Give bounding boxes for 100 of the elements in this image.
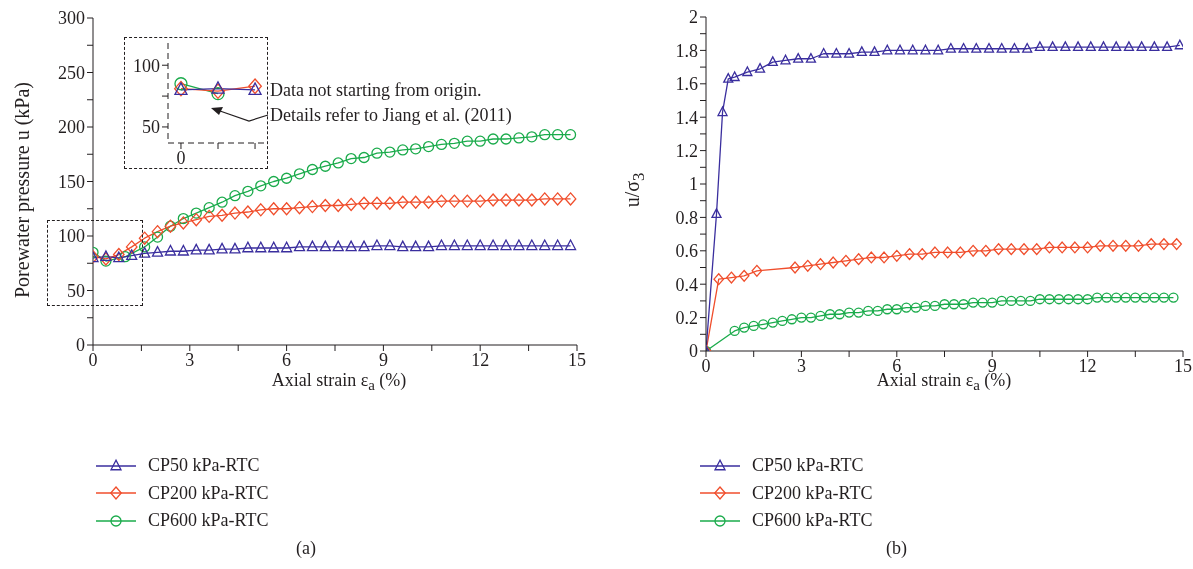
point bbox=[410, 143, 422, 155]
point bbox=[138, 241, 151, 253]
y-tick-label: 0.2 bbox=[675, 307, 698, 328]
text: (a) bbox=[295, 538, 317, 559]
point bbox=[777, 315, 788, 327]
x-tick-label: 15 bbox=[1174, 355, 1192, 376]
point bbox=[448, 137, 461, 149]
x-tick-label: 12 bbox=[1078, 355, 1097, 376]
point bbox=[802, 259, 814, 272]
point bbox=[280, 172, 293, 184]
point bbox=[840, 254, 852, 267]
point bbox=[500, 239, 512, 251]
point bbox=[853, 307, 864, 318]
point bbox=[564, 192, 577, 206]
point bbox=[268, 241, 280, 253]
point bbox=[384, 239, 396, 251]
point bbox=[1120, 292, 1131, 303]
x-axis-title: Axial strain ε$_{a}$ (%) bbox=[271, 369, 407, 395]
point bbox=[1072, 41, 1084, 52]
y-tick-label: 0.4 bbox=[675, 274, 698, 295]
point bbox=[474, 239, 486, 251]
point bbox=[513, 239, 525, 251]
point bbox=[125, 240, 138, 254]
point bbox=[190, 213, 203, 227]
point bbox=[1009, 42, 1020, 53]
point bbox=[216, 196, 228, 208]
point bbox=[255, 241, 267, 253]
point bbox=[332, 198, 345, 213]
legend-label: CP50 kPa-RTC bbox=[148, 455, 260, 477]
point bbox=[729, 71, 740, 82]
point bbox=[138, 247, 151, 258]
point bbox=[805, 52, 817, 63]
point bbox=[907, 44, 918, 55]
point bbox=[824, 309, 836, 320]
point bbox=[526, 131, 538, 143]
point bbox=[1091, 292, 1103, 303]
point bbox=[435, 138, 448, 151]
x-tick-label: 9 bbox=[378, 349, 388, 370]
legend-label: CP600 kPa-RTC bbox=[148, 510, 269, 532]
point bbox=[177, 244, 189, 256]
point bbox=[551, 128, 564, 141]
point bbox=[1158, 292, 1170, 303]
y-tick-label: 150 bbox=[58, 171, 85, 192]
point bbox=[1133, 239, 1144, 252]
point bbox=[1025, 295, 1036, 307]
y-tick-label: 2 bbox=[689, 7, 698, 28]
point bbox=[738, 269, 750, 282]
point bbox=[293, 240, 306, 252]
point bbox=[1015, 295, 1026, 307]
point bbox=[383, 196, 396, 210]
x-tick-label: 3 bbox=[185, 349, 195, 370]
point bbox=[203, 202, 215, 214]
point bbox=[869, 46, 880, 57]
point bbox=[332, 240, 344, 252]
point bbox=[1158, 238, 1170, 251]
point bbox=[1069, 241, 1081, 254]
y-tick-label: 1.2 bbox=[675, 140, 698, 161]
point bbox=[929, 246, 941, 259]
point bbox=[513, 132, 525, 144]
point bbox=[1136, 41, 1147, 52]
point bbox=[216, 242, 228, 254]
y-tick-label: 1.8 bbox=[675, 40, 698, 61]
point bbox=[371, 147, 383, 159]
point bbox=[723, 72, 734, 83]
point bbox=[796, 312, 807, 323]
point bbox=[358, 151, 370, 164]
point bbox=[345, 197, 358, 212]
y-tick-label: 100 bbox=[133, 55, 160, 76]
point bbox=[853, 253, 865, 266]
point bbox=[1123, 41, 1135, 52]
point bbox=[164, 244, 177, 256]
point bbox=[967, 244, 979, 257]
point bbox=[729, 325, 740, 337]
point bbox=[461, 239, 473, 251]
point bbox=[306, 163, 319, 176]
point bbox=[422, 240, 435, 252]
point bbox=[1006, 295, 1017, 307]
point bbox=[177, 216, 190, 230]
point bbox=[151, 231, 164, 243]
point bbox=[1082, 241, 1093, 254]
point bbox=[203, 243, 215, 255]
point bbox=[958, 42, 969, 53]
point bbox=[780, 54, 791, 65]
point bbox=[1047, 41, 1058, 52]
x-tick-label: 15 bbox=[568, 349, 586, 370]
point bbox=[920, 300, 931, 312]
point bbox=[894, 44, 906, 55]
point bbox=[955, 246, 966, 259]
point bbox=[901, 302, 912, 313]
point bbox=[319, 198, 332, 213]
point bbox=[805, 312, 817, 323]
point bbox=[384, 146, 396, 158]
point bbox=[461, 194, 474, 208]
point bbox=[742, 66, 753, 77]
point bbox=[942, 246, 954, 259]
y-tick-label: 1.6 bbox=[675, 74, 698, 95]
point bbox=[190, 243, 202, 255]
point bbox=[397, 240, 409, 252]
point bbox=[319, 240, 331, 252]
point bbox=[815, 310, 826, 322]
